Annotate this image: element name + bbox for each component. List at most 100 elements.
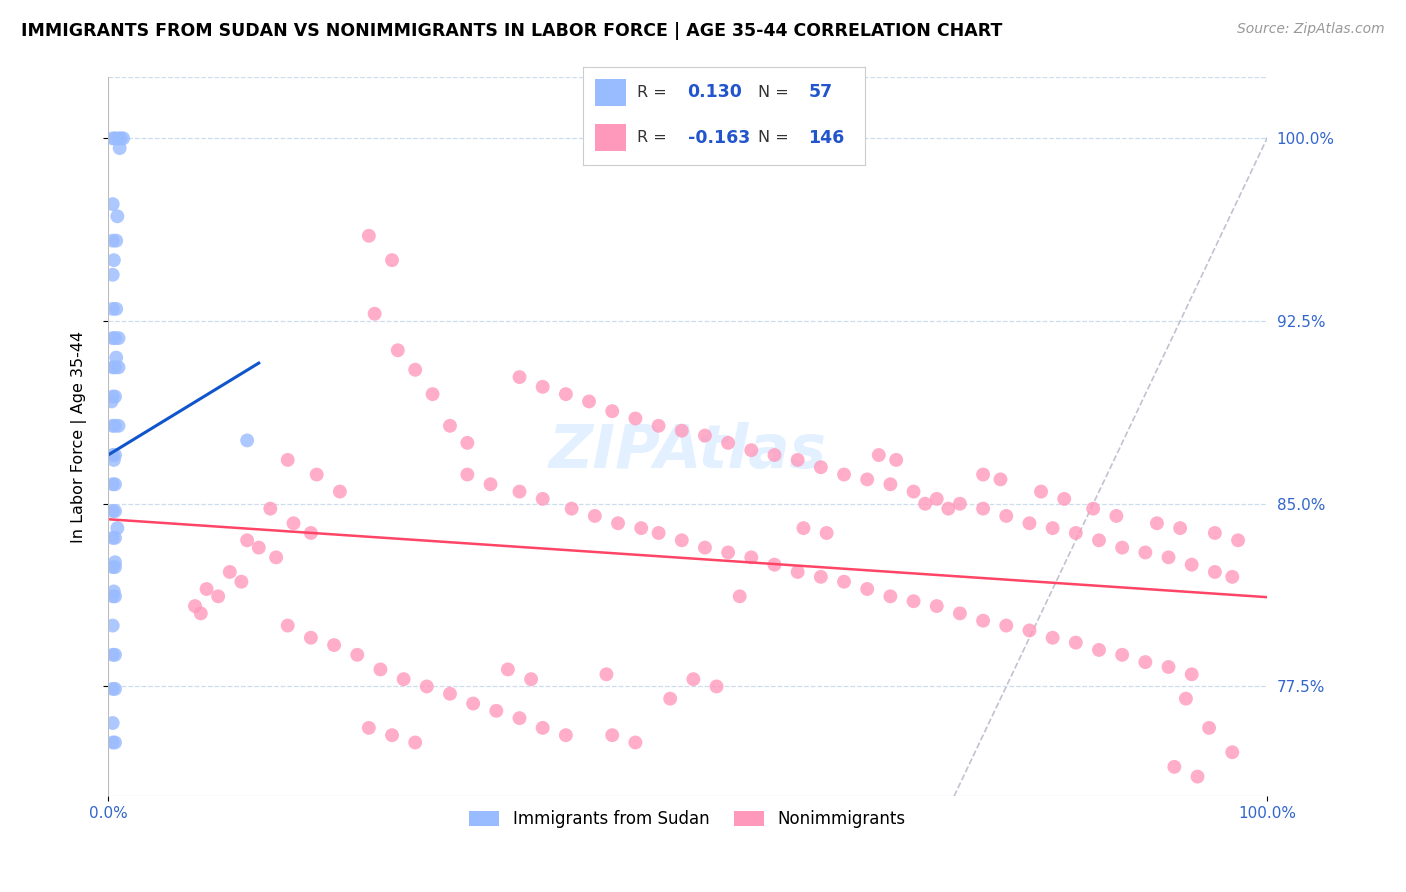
Point xyxy=(786,453,808,467)
Point xyxy=(231,574,253,589)
Point xyxy=(101,560,124,574)
Point xyxy=(1198,721,1220,735)
Point xyxy=(1088,533,1111,548)
Point xyxy=(404,735,426,749)
Point xyxy=(949,607,972,621)
Point xyxy=(1174,691,1197,706)
Point xyxy=(104,555,127,569)
Point xyxy=(101,360,124,375)
Point xyxy=(706,680,728,694)
Text: Source: ZipAtlas.com: Source: ZipAtlas.com xyxy=(1237,22,1385,37)
Point xyxy=(1146,516,1168,531)
Point xyxy=(1083,501,1105,516)
Point xyxy=(1220,570,1243,584)
Point xyxy=(236,434,259,448)
Point xyxy=(990,472,1012,486)
Point xyxy=(1181,667,1204,681)
Point xyxy=(100,394,122,409)
Point xyxy=(1135,545,1157,559)
Point xyxy=(810,460,832,475)
Point xyxy=(1042,521,1064,535)
Point xyxy=(949,497,972,511)
Point xyxy=(305,467,328,482)
Point xyxy=(101,197,124,211)
Point xyxy=(370,662,392,676)
Point xyxy=(479,477,502,491)
Point xyxy=(101,531,124,545)
Point xyxy=(277,453,299,467)
Point xyxy=(105,301,128,316)
Point xyxy=(101,477,124,491)
Point xyxy=(832,574,855,589)
Point xyxy=(884,453,907,467)
Point xyxy=(1111,541,1133,555)
Point xyxy=(190,607,212,621)
Point xyxy=(1181,558,1204,572)
Point xyxy=(682,672,704,686)
Point xyxy=(101,331,124,345)
Point xyxy=(717,435,740,450)
Point xyxy=(508,484,530,499)
Point xyxy=(104,390,127,404)
Point xyxy=(103,253,125,268)
Point xyxy=(1088,643,1111,657)
Point xyxy=(110,131,132,145)
Point xyxy=(346,648,368,662)
Point xyxy=(600,404,623,418)
Point xyxy=(763,558,786,572)
Point xyxy=(786,565,808,579)
Text: 57: 57 xyxy=(808,84,832,102)
Point xyxy=(264,550,287,565)
Point xyxy=(105,234,128,248)
Point xyxy=(105,351,128,365)
Point xyxy=(1064,635,1087,649)
Point xyxy=(104,531,127,545)
Point xyxy=(104,681,127,696)
Point xyxy=(740,550,762,565)
Point xyxy=(357,721,380,735)
Point xyxy=(439,687,461,701)
Text: N =: N = xyxy=(758,130,789,145)
Point xyxy=(995,508,1018,523)
Point xyxy=(647,418,669,433)
Point xyxy=(101,448,124,462)
Point xyxy=(630,521,652,535)
Point xyxy=(485,704,508,718)
Point xyxy=(792,521,814,535)
Point xyxy=(104,448,127,462)
Point xyxy=(647,526,669,541)
Point xyxy=(1135,655,1157,669)
Point xyxy=(104,590,127,604)
Point xyxy=(103,584,125,599)
Point xyxy=(101,681,124,696)
Point xyxy=(101,301,124,316)
Point xyxy=(422,387,444,401)
Point xyxy=(659,691,682,706)
Legend: Immigrants from Sudan, Nonimmigrants: Immigrants from Sudan, Nonimmigrants xyxy=(463,803,912,835)
Point xyxy=(914,497,936,511)
Point xyxy=(763,448,786,462)
Point xyxy=(531,491,554,506)
Point xyxy=(104,504,127,518)
Text: 146: 146 xyxy=(808,128,845,146)
Point xyxy=(387,343,409,358)
Point xyxy=(972,614,994,628)
Point xyxy=(104,331,127,345)
Point xyxy=(104,131,127,145)
Point xyxy=(277,618,299,632)
Point xyxy=(392,672,415,686)
Point xyxy=(531,721,554,735)
Bar xyxy=(595,124,626,152)
Point xyxy=(936,501,959,516)
Point xyxy=(207,590,229,604)
Point xyxy=(101,418,124,433)
Point xyxy=(578,394,600,409)
Bar xyxy=(595,78,626,106)
Point xyxy=(1163,760,1185,774)
Text: ZIPAtlas: ZIPAtlas xyxy=(548,422,827,481)
Point xyxy=(101,390,124,404)
Point xyxy=(101,590,124,604)
Point xyxy=(101,131,124,145)
Point xyxy=(218,565,240,579)
Point xyxy=(247,541,270,555)
